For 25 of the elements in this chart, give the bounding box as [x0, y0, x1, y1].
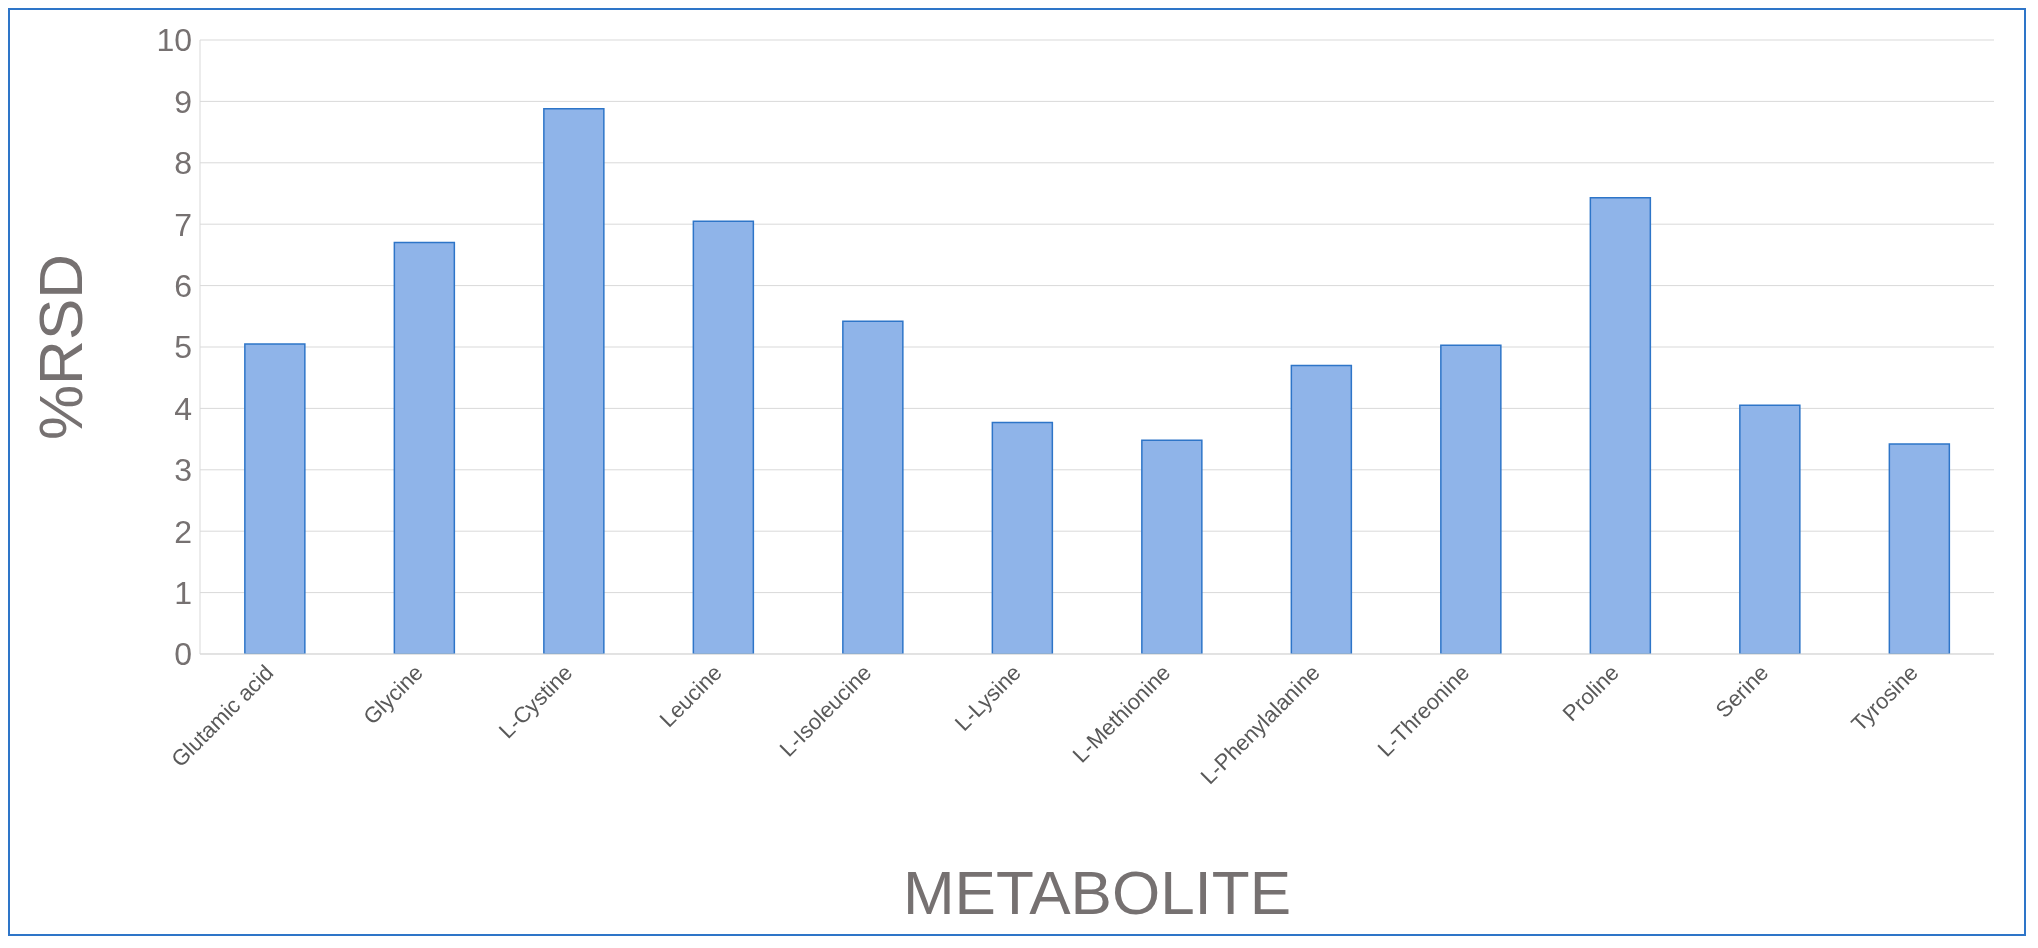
y-tick-label: 2 — [174, 513, 192, 550]
bar — [1589, 197, 1652, 654]
y-axis-title: %RSD — [26, 253, 96, 441]
y-tick-label: 4 — [174, 390, 192, 427]
bar — [1440, 344, 1502, 654]
y-tick-label: 1 — [174, 574, 192, 611]
y-tick-label: 0 — [174, 636, 192, 673]
bar — [543, 108, 605, 654]
x-axis-title: METABOLITE — [902, 858, 1292, 927]
bar — [1739, 404, 1801, 654]
y-tick-label: 7 — [174, 206, 192, 243]
bar — [393, 241, 456, 654]
bar — [1888, 443, 1951, 654]
y-tick-label: 10 — [156, 22, 192, 59]
bar — [842, 320, 904, 654]
y-tick-label: 9 — [174, 83, 192, 120]
y-tick-label: 8 — [174, 145, 192, 182]
y-tick-label: 5 — [174, 329, 192, 366]
bar — [692, 220, 755, 654]
y-tick-label: 6 — [174, 267, 192, 304]
y-tick-label: 3 — [174, 452, 192, 489]
bar — [1290, 364, 1353, 654]
bar — [991, 421, 1054, 654]
bar — [244, 343, 306, 654]
bar — [1141, 439, 1203, 654]
